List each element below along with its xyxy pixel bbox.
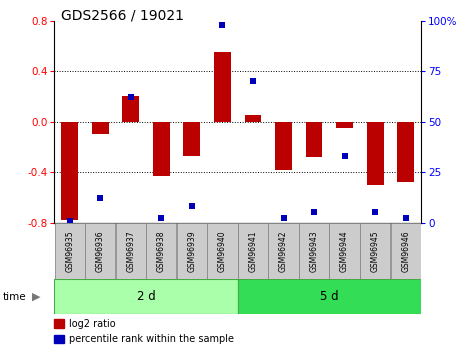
Bar [397,122,414,182]
Bar [123,96,139,122]
FancyBboxPatch shape [207,223,237,279]
Text: percentile rank within the sample: percentile rank within the sample [69,334,234,344]
FancyBboxPatch shape [54,223,85,279]
Text: 2 d: 2 d [137,290,156,303]
Point [371,210,379,215]
Text: GSM96946: GSM96946 [401,230,410,272]
FancyBboxPatch shape [54,279,237,314]
Bar [61,122,78,220]
Text: 5 d: 5 d [320,290,339,303]
FancyBboxPatch shape [299,223,329,279]
Bar [336,122,353,128]
Point [402,216,410,221]
Text: GSM96943: GSM96943 [309,230,318,272]
Bar [275,122,292,169]
FancyBboxPatch shape [360,223,390,279]
FancyBboxPatch shape [237,279,421,314]
FancyBboxPatch shape [115,223,146,279]
Text: GSM96935: GSM96935 [65,230,74,272]
Text: GSM96939: GSM96939 [187,230,196,272]
FancyBboxPatch shape [146,223,176,279]
Text: GSM96937: GSM96937 [126,230,135,272]
Bar [54,335,63,344]
Text: GSM96944: GSM96944 [340,230,349,272]
Text: GSM96940: GSM96940 [218,230,227,272]
Bar [367,122,384,185]
Bar [54,319,63,328]
Text: GSM96936: GSM96936 [96,230,105,272]
Bar [153,122,170,176]
Text: GSM96945: GSM96945 [371,230,380,272]
Text: ▶: ▶ [32,292,41,302]
Text: GDS2566 / 19021: GDS2566 / 19021 [61,9,184,23]
Text: GSM96941: GSM96941 [248,230,257,272]
Point [96,196,104,201]
FancyBboxPatch shape [391,223,421,279]
Point [219,22,226,28]
Bar [184,122,200,156]
Point [158,216,165,221]
Text: time: time [2,292,26,302]
FancyBboxPatch shape [268,223,298,279]
FancyBboxPatch shape [85,223,115,279]
Bar [214,52,231,122]
Point [66,218,73,223]
Text: log2 ratio: log2 ratio [69,318,116,328]
FancyBboxPatch shape [330,223,360,279]
Point [127,95,134,100]
Text: GSM96938: GSM96938 [157,230,166,272]
Point [310,210,318,215]
Bar [92,122,109,134]
Text: GSM96942: GSM96942 [279,230,288,272]
Bar [245,115,262,122]
Point [341,153,349,159]
Point [188,204,196,209]
Bar [306,122,323,157]
Point [249,79,257,84]
FancyBboxPatch shape [177,223,207,279]
FancyBboxPatch shape [238,223,268,279]
Point [280,216,287,221]
